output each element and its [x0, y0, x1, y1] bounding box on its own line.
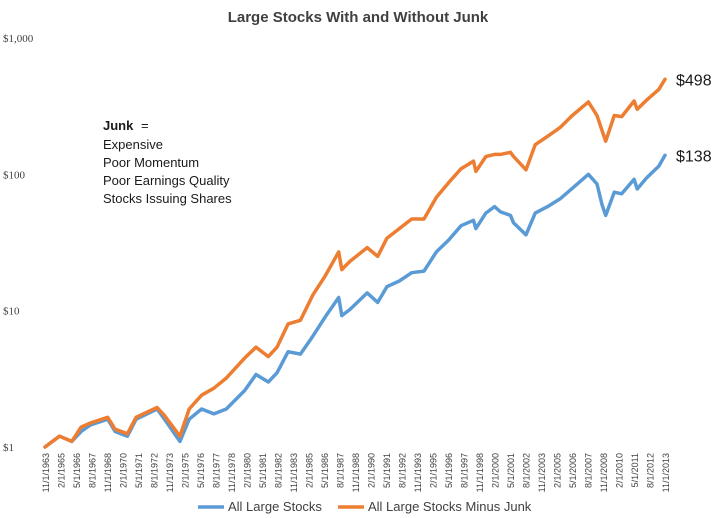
- x-tick-label: 5/1/1991: [382, 453, 392, 488]
- series-line-1: [43, 153, 667, 449]
- x-tick-label: 11/1/1978: [227, 453, 237, 492]
- x-tick-label: 5/1/2011: [630, 453, 640, 487]
- x-tick-label: 11/1/1993: [413, 453, 423, 492]
- junk-annotation: Junk = Expensive Poor Momentum Poor Earn…: [103, 118, 232, 206]
- annotation-line: Poor Momentum: [103, 155, 199, 170]
- x-tick-label: 11/1/1968: [103, 453, 113, 492]
- x-tick-label: 2/1/2005: [553, 453, 563, 488]
- x-axis: 11/1/1963 2/1/1965 5/1/1966 8/1/1967 11/1/19…: [41, 453, 671, 492]
- x-tick-label: 2/1/1995: [429, 453, 439, 488]
- series-layer: [43, 77, 667, 449]
- x-tick-label: 11/1/2003: [537, 453, 547, 492]
- x-tick-label: 8/1/1982: [274, 453, 284, 488]
- y-tick-label: $1,000: [3, 33, 34, 45]
- x-tick-label: 5/1/1976: [196, 453, 206, 488]
- end-value-label: $498: [676, 72, 712, 89]
- x-tick-label: 11/1/2013: [661, 453, 671, 492]
- annotation-line: Expensive: [103, 137, 163, 152]
- x-tick-label: 11/1/1988: [351, 453, 361, 492]
- legend: All Large Stocks All Large Stocks Minus J…: [198, 499, 532, 514]
- x-tick-label: 11/1/1983: [289, 453, 299, 492]
- annotation-suffix: =: [141, 118, 149, 133]
- x-tick-label: 2/1/1990: [367, 453, 377, 488]
- y-tick-label: $100: [3, 169, 26, 181]
- end-labels: $498 $138: [676, 72, 712, 165]
- chart-title: Large Stocks With and Without Junk: [228, 9, 489, 26]
- x-tick-label: 8/1/1992: [398, 453, 408, 488]
- y-axis: $1 $10 $100 $1,000: [3, 33, 34, 454]
- annotation-line: Stocks Issuing Shares: [103, 191, 232, 206]
- x-tick-label: 2/1/2010: [615, 453, 625, 488]
- x-tick-label: 8/1/2002: [522, 453, 532, 488]
- x-tick-label: 8/1/2012: [646, 453, 656, 488]
- x-tick-label: 11/1/2008: [599, 453, 609, 492]
- annotation-line: Poor Earnings Quality: [103, 173, 230, 188]
- x-tick-label: 2/1/1965: [57, 453, 67, 488]
- x-tick-label: 5/1/1971: [134, 453, 144, 488]
- x-tick-label: 11/1/1998: [475, 453, 485, 492]
- x-tick-label: 2/1/2000: [491, 453, 501, 488]
- x-tick-label: 5/1/1986: [320, 453, 330, 488]
- x-tick-label: 11/1/1973: [165, 453, 175, 492]
- y-tick-label: $1: [3, 442, 14, 454]
- x-tick-label: 5/1/1966: [72, 453, 82, 488]
- x-tick-label: 2/1/1980: [243, 453, 253, 488]
- x-tick-label: 11/1/1963: [41, 453, 51, 492]
- x-tick-label: 8/1/1972: [150, 453, 160, 488]
- legend-label: All Large Stocks Minus Junk: [368, 499, 532, 514]
- x-tick-label: 8/1/1997: [460, 453, 470, 488]
- x-tick-label: 8/1/1967: [88, 453, 98, 488]
- annotation-title: Junk: [103, 118, 134, 133]
- x-tick-label: 8/1/2007: [584, 453, 594, 488]
- legend-label: All Large Stocks: [228, 499, 322, 514]
- x-tick-label: 2/1/1985: [305, 453, 315, 488]
- svg-text:Junk =: Junk =: [103, 118, 149, 133]
- y-tick-label: $10: [3, 306, 20, 318]
- x-tick-label: 5/1/1996: [444, 453, 454, 488]
- x-tick-label: 2/1/1975: [181, 453, 191, 488]
- end-value-label: $138: [676, 148, 712, 165]
- x-tick-label: 5/1/2006: [568, 453, 578, 488]
- x-tick-label: 8/1/1987: [336, 453, 346, 488]
- x-tick-label: 8/1/1977: [212, 453, 222, 488]
- series-line-2: [43, 77, 667, 449]
- x-tick-label: 5/1/1981: [258, 453, 268, 488]
- x-tick-label: 2/1/1970: [119, 453, 129, 488]
- x-tick-label: 5/1/2001: [506, 453, 516, 488]
